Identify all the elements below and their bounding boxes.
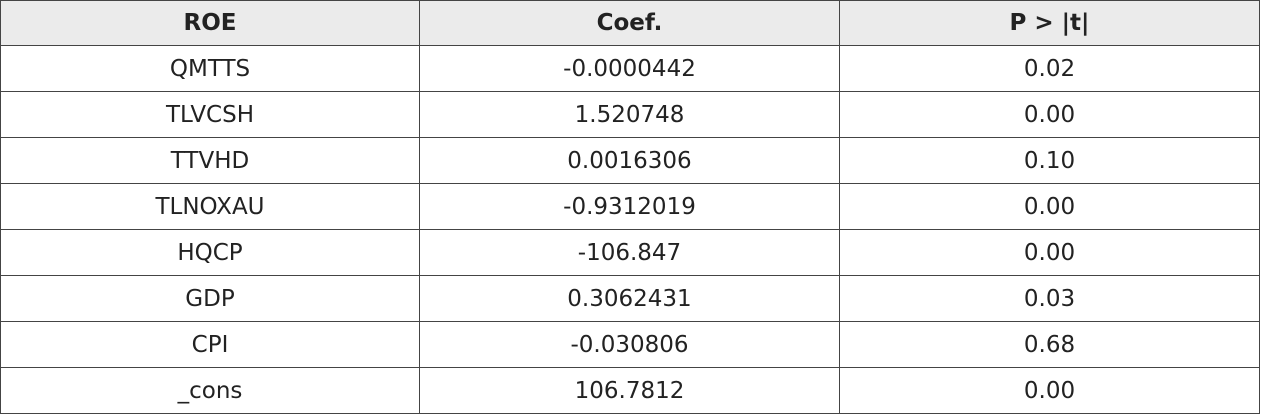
table-cell: -106.847	[420, 230, 840, 276]
table-cell: 0.03	[840, 276, 1260, 322]
table-cell: TTVHD	[0, 138, 420, 184]
table-cell: QMTTS	[0, 46, 420, 92]
table-cell: 0.0016306	[420, 138, 840, 184]
header-cell: P > |t|	[840, 0, 1260, 46]
table-cell: TLVCSH	[0, 92, 420, 138]
table-cell: GDP	[0, 276, 420, 322]
table-cell: 0.68	[840, 322, 1260, 368]
table-cell: 0.3062431	[420, 276, 840, 322]
table-cell: 0.00	[840, 230, 1260, 276]
table-cell: 1.520748	[420, 92, 840, 138]
table-cell: HQCP	[0, 230, 420, 276]
table-cell: _cons	[0, 368, 420, 414]
header-cell: Coef.	[420, 0, 840, 46]
table-cell: -0.0000442	[420, 46, 840, 92]
table-cell: 0.00	[840, 368, 1260, 414]
table-cell: 0.00	[840, 184, 1260, 230]
header-cell: ROE	[0, 0, 420, 46]
table-cell: CPI	[0, 322, 420, 368]
table-cell: 0.10	[840, 138, 1260, 184]
table-cell: 106.7812	[420, 368, 840, 414]
table-cell: TLNOXAU	[0, 184, 420, 230]
table-cell: 0.02	[840, 46, 1260, 92]
table-cell: -0.9312019	[420, 184, 840, 230]
table-cell: -0.030806	[420, 322, 840, 368]
table-cell: 0.00	[840, 92, 1260, 138]
